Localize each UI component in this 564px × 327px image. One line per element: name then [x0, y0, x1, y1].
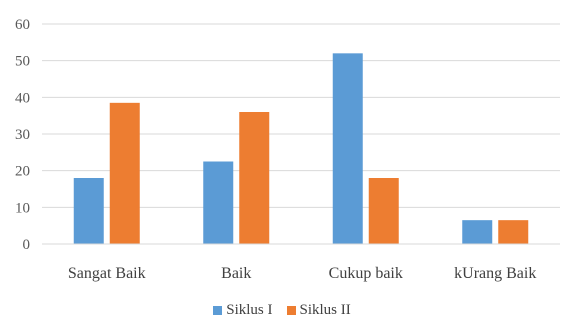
- y-tick-label: 0: [23, 237, 31, 253]
- x-category-label: Sangat Baik: [68, 265, 146, 282]
- bar-1-3: [332, 53, 363, 245]
- legend-swatch: [286, 305, 296, 315]
- legend-item-series-2: Siklus II: [286, 301, 351, 319]
- bar-1-4: [462, 220, 493, 244]
- x-category-label: kUrang Baik: [454, 265, 536, 282]
- bar-chart: 0 10 20 30 40 50 60 Sangat Baik Baik Cukup baik k…: [15, 17, 560, 282]
- y-tick-label: 50: [15, 54, 30, 70]
- y-tick-label: 30: [15, 127, 30, 143]
- y-tick-label: 60: [15, 17, 30, 33]
- bar-2-4: [498, 220, 529, 244]
- y-tick-label: 10: [15, 200, 30, 216]
- y-axis-ticks: 0 10 20 30 40 50 60: [15, 17, 30, 253]
- legend-item-series-1: Siklus I: [213, 301, 273, 319]
- bar-2-1: [109, 102, 140, 244]
- legend: Siklus I Siklus II: [0, 300, 564, 320]
- x-axis-categories: Sangat Baik Baik Cukup baik kUrang Baik: [68, 265, 536, 282]
- bar-1-2: [203, 161, 234, 244]
- y-tick-label: 20: [15, 164, 30, 180]
- x-category-label: Baik: [221, 265, 251, 282]
- x-category-label: Cukup baik: [329, 265, 403, 282]
- bar-1-1: [73, 178, 104, 244]
- legend-label: Siklus II: [299, 301, 351, 318]
- y-tick-label: 40: [15, 90, 30, 106]
- legend-label: Siklus I: [226, 301, 273, 318]
- bar-2-3: [368, 178, 399, 244]
- bars: [73, 53, 529, 245]
- legend-swatch: [213, 305, 223, 315]
- bar-2-2: [239, 112, 270, 244]
